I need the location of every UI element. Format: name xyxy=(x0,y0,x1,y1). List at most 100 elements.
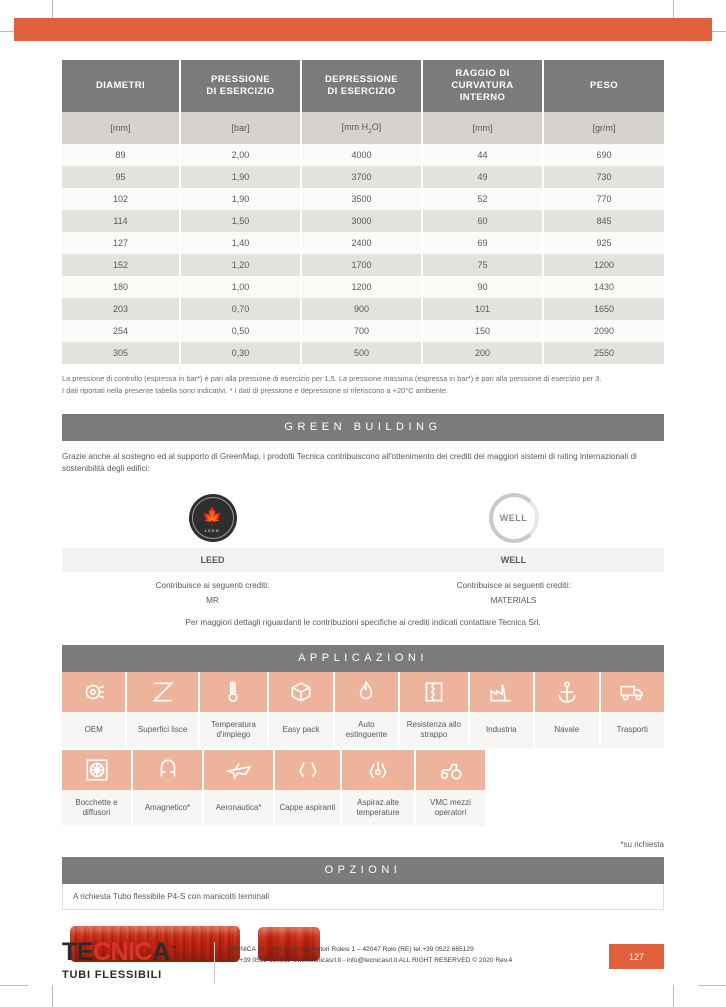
table-cell: 90 xyxy=(422,276,544,299)
table-row: 305 0,30 500 200 2550 xyxy=(62,342,664,365)
flame-icon xyxy=(334,672,399,713)
table-cell: 3000 xyxy=(301,210,423,233)
table-cell: 69 xyxy=(422,232,544,255)
table-cell: 52 xyxy=(422,188,544,211)
smooth-surface-icon xyxy=(127,672,198,713)
application-cell: Temperatura d'impiego xyxy=(199,672,268,749)
table-cell: 0,50 xyxy=(180,320,302,343)
table-cell: 254 xyxy=(62,320,181,343)
well-seal-word: WELL xyxy=(499,513,528,524)
table-cell: 4000 xyxy=(301,144,423,167)
table-cell: 101 xyxy=(422,298,544,321)
logo-wordmark: TECNICA™ xyxy=(62,940,200,965)
header-line-1: PRESSIONE xyxy=(210,73,271,85)
table-cell: 2550 xyxy=(543,342,664,365)
applications-grid: OEM Superfici lisce Temperatura d'impiego E… xyxy=(62,672,664,827)
crop-mark-bottom-left-vertical xyxy=(52,985,53,1007)
table-cell: 1430 xyxy=(543,276,664,299)
table-cell: 1,90 xyxy=(180,166,302,189)
table-cell: 1200 xyxy=(301,276,423,299)
logo-part-right: A xyxy=(152,938,170,966)
table-cell: 690 xyxy=(543,144,664,167)
table-cell: 730 xyxy=(543,166,664,189)
table-row: 89 2,00 4000 44 690 xyxy=(62,144,664,167)
page-footer: TECNICA™ TUBI FLESSIBILI TECNICA srl – V… xyxy=(62,940,664,984)
table-cell: 180 xyxy=(62,276,181,299)
application-cell: OEM xyxy=(62,672,126,749)
table-row: 254 0,50 700 150 2090 xyxy=(62,320,664,343)
application-label: Auto estinguente xyxy=(334,712,399,749)
table-row: 152 1,20 1700 75 1200 xyxy=(62,254,664,277)
well-credit-value: MATERIALS xyxy=(490,596,537,606)
leed-logo: 🍁 LEED xyxy=(188,492,237,544)
table-cell: 2090 xyxy=(543,320,664,343)
application-cell: Navale xyxy=(535,672,599,749)
table-row: 102 1,90 3500 52 770 xyxy=(62,188,664,211)
top-orange-band xyxy=(14,18,712,41)
leed-name: LEED xyxy=(62,548,363,573)
table-cell: 1200 xyxy=(543,254,664,277)
table-cell: 2400 xyxy=(301,232,423,255)
header-line-1: DIAMETRI xyxy=(95,79,146,91)
well-credit-label: Contribuisce ai seguenti crediti: xyxy=(456,581,571,591)
thermometer-icon xyxy=(199,672,268,713)
applications-banner: APPLICAZIONI xyxy=(62,645,664,673)
footer-divider xyxy=(214,942,215,984)
table-cell: 1,50 xyxy=(180,210,302,233)
header-line-2: INTERNO xyxy=(459,91,506,103)
table-row: 203 0,70 900 101 1650 xyxy=(62,298,664,321)
table-body: [mm] [bar] [mm H2O] [mm] [gr/m] xyxy=(62,111,664,145)
leed-credit-label: Contribuisce ai seguenti crediti: xyxy=(155,581,270,591)
page-content: DIAMETRI PRESSIONE DI ESERCIZIO DEPRESSI… xyxy=(62,60,664,963)
header-line-1: PESO xyxy=(590,79,618,91)
table-cell: 1,90 xyxy=(180,188,302,211)
table-cell: 2,00 xyxy=(180,144,302,167)
unit-depressione: [mm H2O] xyxy=(301,111,423,145)
application-label: Easy pack xyxy=(269,712,333,749)
table-cell: 1700 xyxy=(301,254,423,277)
unit-raggio: [mm] xyxy=(422,111,544,145)
application-label: Trasporti xyxy=(600,712,664,749)
table-cell: 49 xyxy=(422,166,544,189)
application-cell: Resistenza allo strappo xyxy=(400,672,468,749)
table-cell: 3700 xyxy=(301,166,423,189)
application-label: Superfici lisce xyxy=(127,712,198,749)
column-header-raggio-curvatura: RAGGIO DI CURVATURA INTERNO xyxy=(422,60,544,112)
table-cell: 0,30 xyxy=(180,342,302,365)
well-name: WELL xyxy=(363,548,664,573)
table-row: 180 1,00 1200 90 1430 xyxy=(62,276,664,299)
table-cell: 95 xyxy=(62,166,181,189)
crop-mark-top-left-vertical xyxy=(52,0,53,30)
table-data-rows: 89 2,00 4000 44 690 95 1,90 3700 49 730 102 1,90 350… xyxy=(62,144,664,365)
table-cell: 770 xyxy=(543,188,664,211)
application-label: Aeronautica* xyxy=(204,790,273,827)
certification-leed: 🍁 LEED LEED Contribuisce ai seguenti cre… xyxy=(62,492,363,605)
applications-row-1: OEM Superfici lisce Temperatura d'impiego E… xyxy=(62,672,664,749)
application-label: Amagnetico* xyxy=(133,790,202,827)
leed-seal-word: LEED xyxy=(204,528,221,534)
footnote-line-2: I dati riportati nella presente tabella … xyxy=(62,385,449,395)
page-number-badge: 127 xyxy=(609,944,664,969)
table-cell: 60 xyxy=(422,210,544,233)
header-line-1: RAGGIO DI CURVATURA xyxy=(451,68,514,91)
tractor-icon xyxy=(416,750,485,791)
company-logo: TECNICA™ TUBI FLESSIBILI xyxy=(62,940,200,982)
application-label: VMC mezzi operatori xyxy=(416,790,485,827)
logo-part-left: TE xyxy=(62,938,93,966)
table-cell: 75 xyxy=(422,254,544,277)
certification-well: WELL WELL Contribuisce ai seguenti credi… xyxy=(363,492,664,605)
table-cell: 900 xyxy=(301,298,423,321)
options-item: A richiesta Tubo flessibile P4-S con man… xyxy=(62,884,664,911)
table-cell: 845 xyxy=(543,210,664,233)
anchor-icon xyxy=(535,672,599,713)
logo-part-mid: CNIC xyxy=(92,938,153,966)
well-seal-icon: WELL xyxy=(488,493,539,544)
application-cell: Superfici lisce xyxy=(127,672,198,749)
application-cell: VMC mezzi operatori xyxy=(416,750,485,827)
well-logo: WELL xyxy=(488,492,539,544)
application-cell: Industria xyxy=(469,672,534,749)
crop-mark-bottom-right-horizontal xyxy=(698,985,726,986)
unit-diametri: [mm] xyxy=(62,111,181,145)
table-cell: 700 xyxy=(301,320,423,343)
